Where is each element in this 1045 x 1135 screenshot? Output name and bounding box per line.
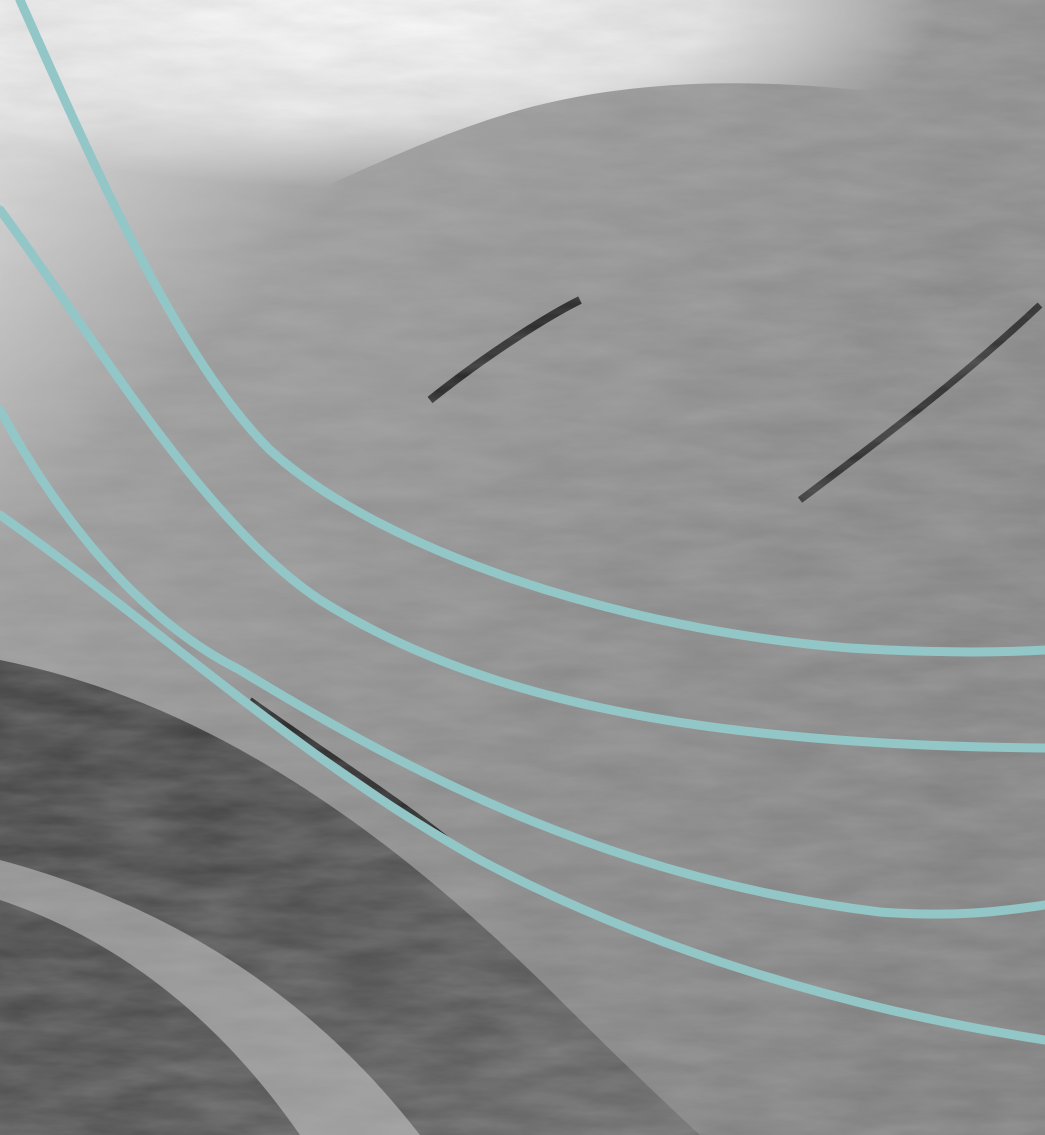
contour-lines xyxy=(0,0,1045,1045)
contour-line xyxy=(15,0,1045,657)
contour-line xyxy=(0,205,1045,753)
contour-line xyxy=(0,405,1045,919)
contour-line xyxy=(0,510,1045,1045)
